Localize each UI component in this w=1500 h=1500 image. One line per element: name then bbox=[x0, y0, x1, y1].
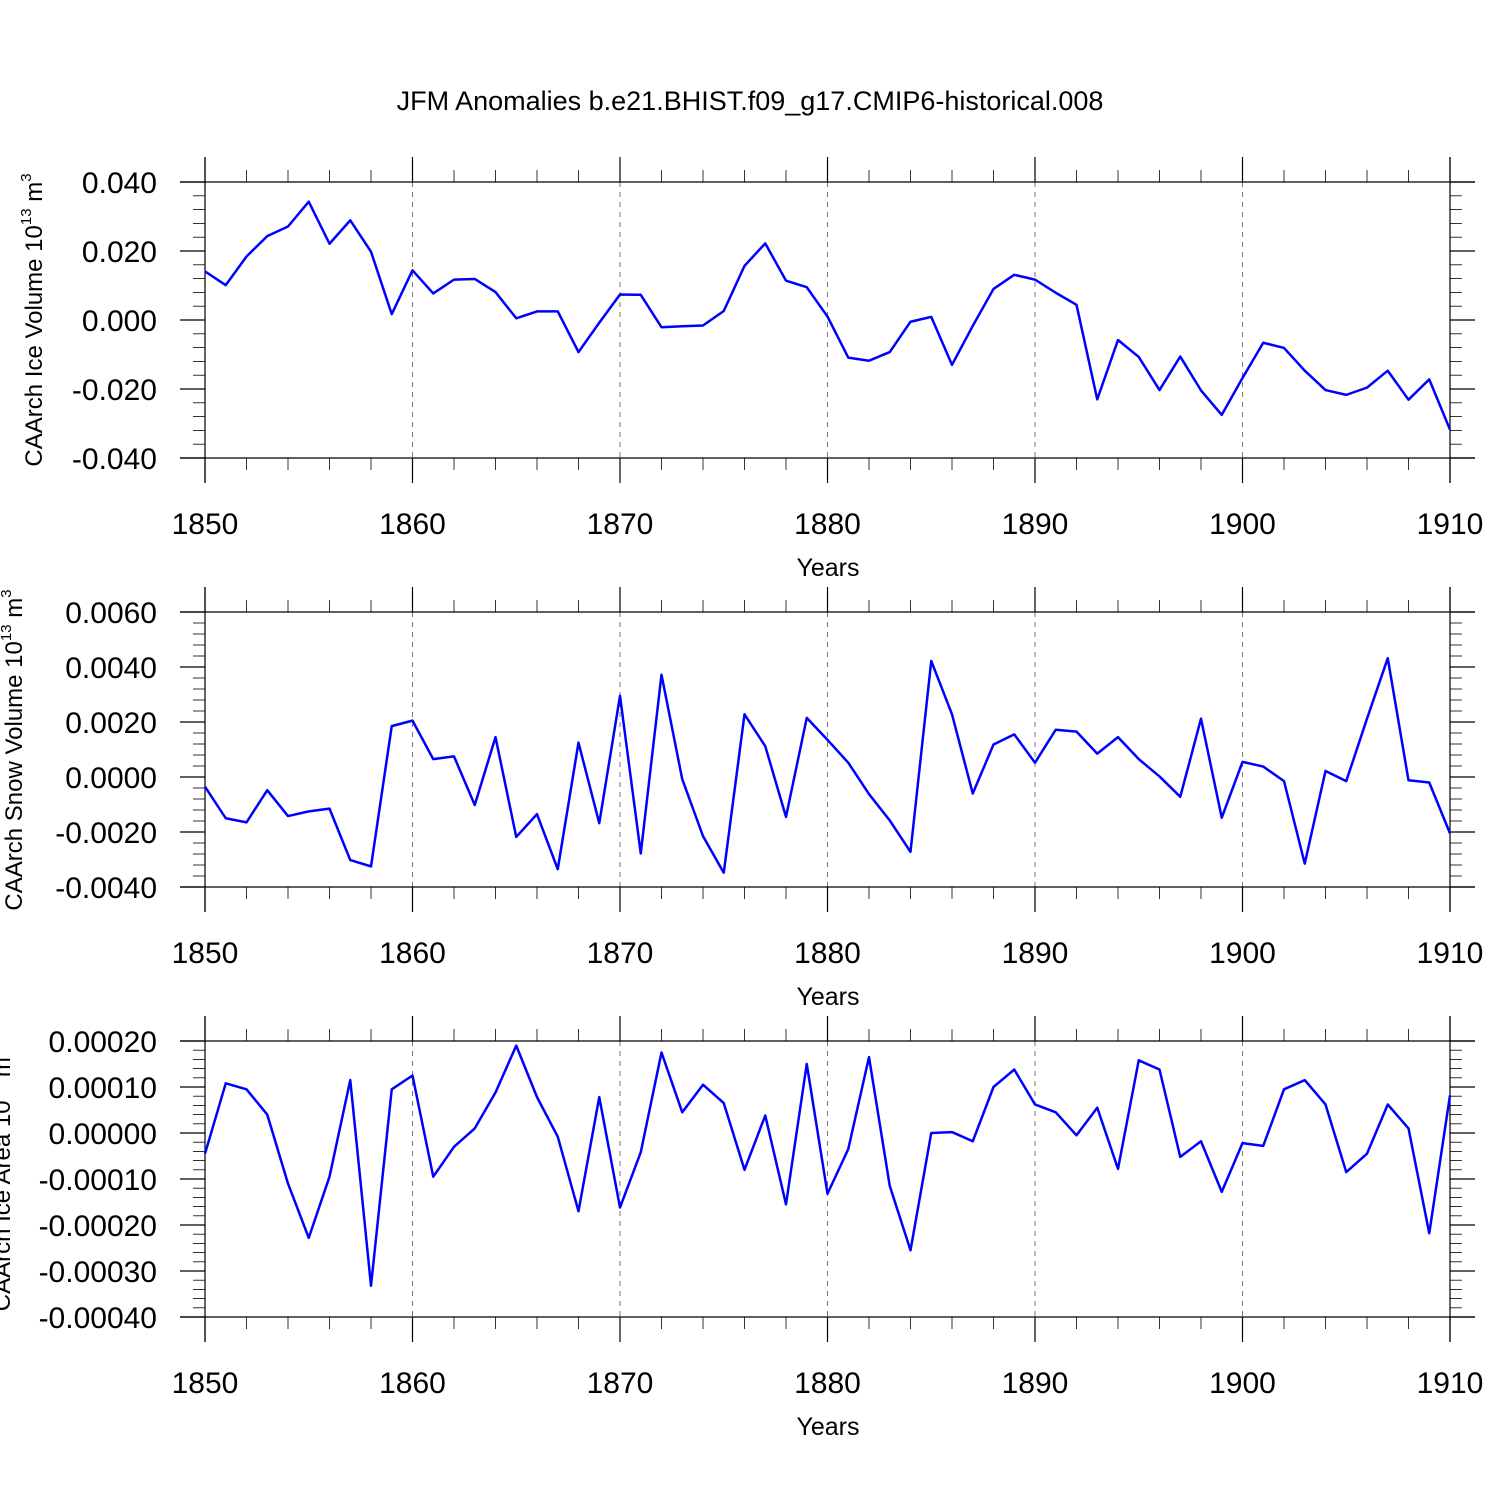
y-axis-label-unit-exponent: 3 bbox=[0, 589, 15, 597]
x-tick-label: 1890 bbox=[1002, 937, 1069, 970]
x-tick-label: 1870 bbox=[587, 1367, 654, 1400]
y-tick-label: -0.020 bbox=[72, 374, 157, 407]
y-tick-label: -0.00010 bbox=[39, 1164, 157, 1197]
y-axis-label-unit: m bbox=[0, 1057, 16, 1084]
y-axis-label: CAArch Ice Volume 1013 m3 bbox=[18, 173, 48, 466]
y-axis-label: CAArch Snow Volume 1013 m3 bbox=[0, 589, 28, 910]
y-axis-label-unit: m bbox=[21, 182, 48, 209]
x-axis-label: Years bbox=[796, 1413, 859, 1441]
y-tick-label: -0.0020 bbox=[55, 817, 157, 850]
x-tick-label: 1860 bbox=[379, 508, 446, 541]
y-axis-label: CAArch Ice Area 1013 m2 bbox=[0, 1049, 16, 1311]
x-tick-label: 1890 bbox=[1002, 508, 1069, 541]
data-series-line bbox=[203, 656, 1452, 874]
x-tick-label: 1910 bbox=[1417, 1367, 1484, 1400]
y-tick-label: 0.000 bbox=[82, 305, 157, 338]
panel-2: 1850 1860 1870 1880 1890 1900 1910 -0.0040 -0.00… bbox=[0, 587, 1483, 1011]
chart-panels: 1850 1860 1870 1880 1890 1900 1910 -0.040 -0.020… bbox=[0, 157, 1483, 1441]
x-tick-label: 1870 bbox=[587, 937, 654, 970]
y-tick-label: 0.040 bbox=[82, 167, 157, 200]
y-axis-label-exponent: 13 bbox=[0, 1084, 3, 1101]
y-tick-label: -0.040 bbox=[72, 443, 157, 476]
x-tick-label: 1890 bbox=[1002, 1367, 1069, 1400]
y-axis-label-text: CAArch Snow Volume 10 bbox=[1, 641, 28, 910]
y-tick-label: 0.00010 bbox=[49, 1072, 157, 1105]
x-tick-label: 1880 bbox=[794, 508, 861, 541]
y-tick-label: 0.0000 bbox=[65, 762, 157, 795]
panel-3: 1850 1860 1870 1880 1890 1900 1910 -0.00040 -0.0… bbox=[0, 1016, 1483, 1441]
y-axis-label-unit-exponent: 2 bbox=[0, 1049, 3, 1057]
figure-title: JFM Anomalies b.e21.BHIST.f09_g17.CMIP6-… bbox=[397, 86, 1104, 116]
y-tick-label: 0.00020 bbox=[49, 1026, 157, 1059]
x-tick-label: 1900 bbox=[1209, 508, 1276, 541]
data-series-line bbox=[204, 200, 1452, 431]
x-tick-label: 1860 bbox=[379, 937, 446, 970]
y-tick-label: 0.020 bbox=[82, 236, 157, 269]
x-axis-label: Years bbox=[796, 554, 859, 582]
y-tick-label: -0.00030 bbox=[39, 1256, 157, 1289]
x-tick-label: 1850 bbox=[172, 508, 239, 541]
x-tick-label: 1900 bbox=[1209, 1367, 1276, 1400]
x-tick-label: 1880 bbox=[794, 937, 861, 970]
x-tick-label: 1880 bbox=[794, 1367, 861, 1400]
y-axis-label-text: CAArch Ice Area 10 bbox=[0, 1100, 16, 1311]
y-axis-label-exponent: 13 bbox=[0, 624, 15, 641]
y-tick-label: 0.0040 bbox=[65, 652, 157, 685]
x-tick-label: 1870 bbox=[587, 508, 654, 541]
y-tick-label: 0.0020 bbox=[65, 707, 157, 740]
y-axis-label-exponent: 13 bbox=[18, 208, 35, 225]
x-tick-label: 1850 bbox=[172, 937, 239, 970]
y-tick-label: -0.00040 bbox=[39, 1302, 157, 1335]
x-tick-label: 1910 bbox=[1417, 937, 1484, 970]
x-tick-label: 1860 bbox=[379, 1367, 446, 1400]
x-axis-label: Years bbox=[796, 983, 859, 1011]
y-axis-label-unit-exponent: 3 bbox=[18, 173, 35, 181]
x-tick-label: 1900 bbox=[1209, 937, 1276, 970]
y-axis-label-text: CAArch Ice Volume 10 bbox=[21, 225, 48, 466]
y-axis-label-unit: m bbox=[1, 598, 28, 625]
y-tick-label: 0.0060 bbox=[65, 597, 157, 630]
y-tick-label: 0.00000 bbox=[49, 1118, 157, 1151]
x-tick-label: 1850 bbox=[172, 1367, 239, 1400]
y-tick-label: -0.00020 bbox=[39, 1210, 157, 1243]
panel-1: 1850 1860 1870 1880 1890 1900 1910 -0.040 -0.020… bbox=[18, 157, 1483, 582]
y-tick-label: -0.0040 bbox=[55, 872, 157, 905]
data-series-line bbox=[203, 1044, 1452, 1287]
x-tick-label: 1910 bbox=[1417, 508, 1484, 541]
